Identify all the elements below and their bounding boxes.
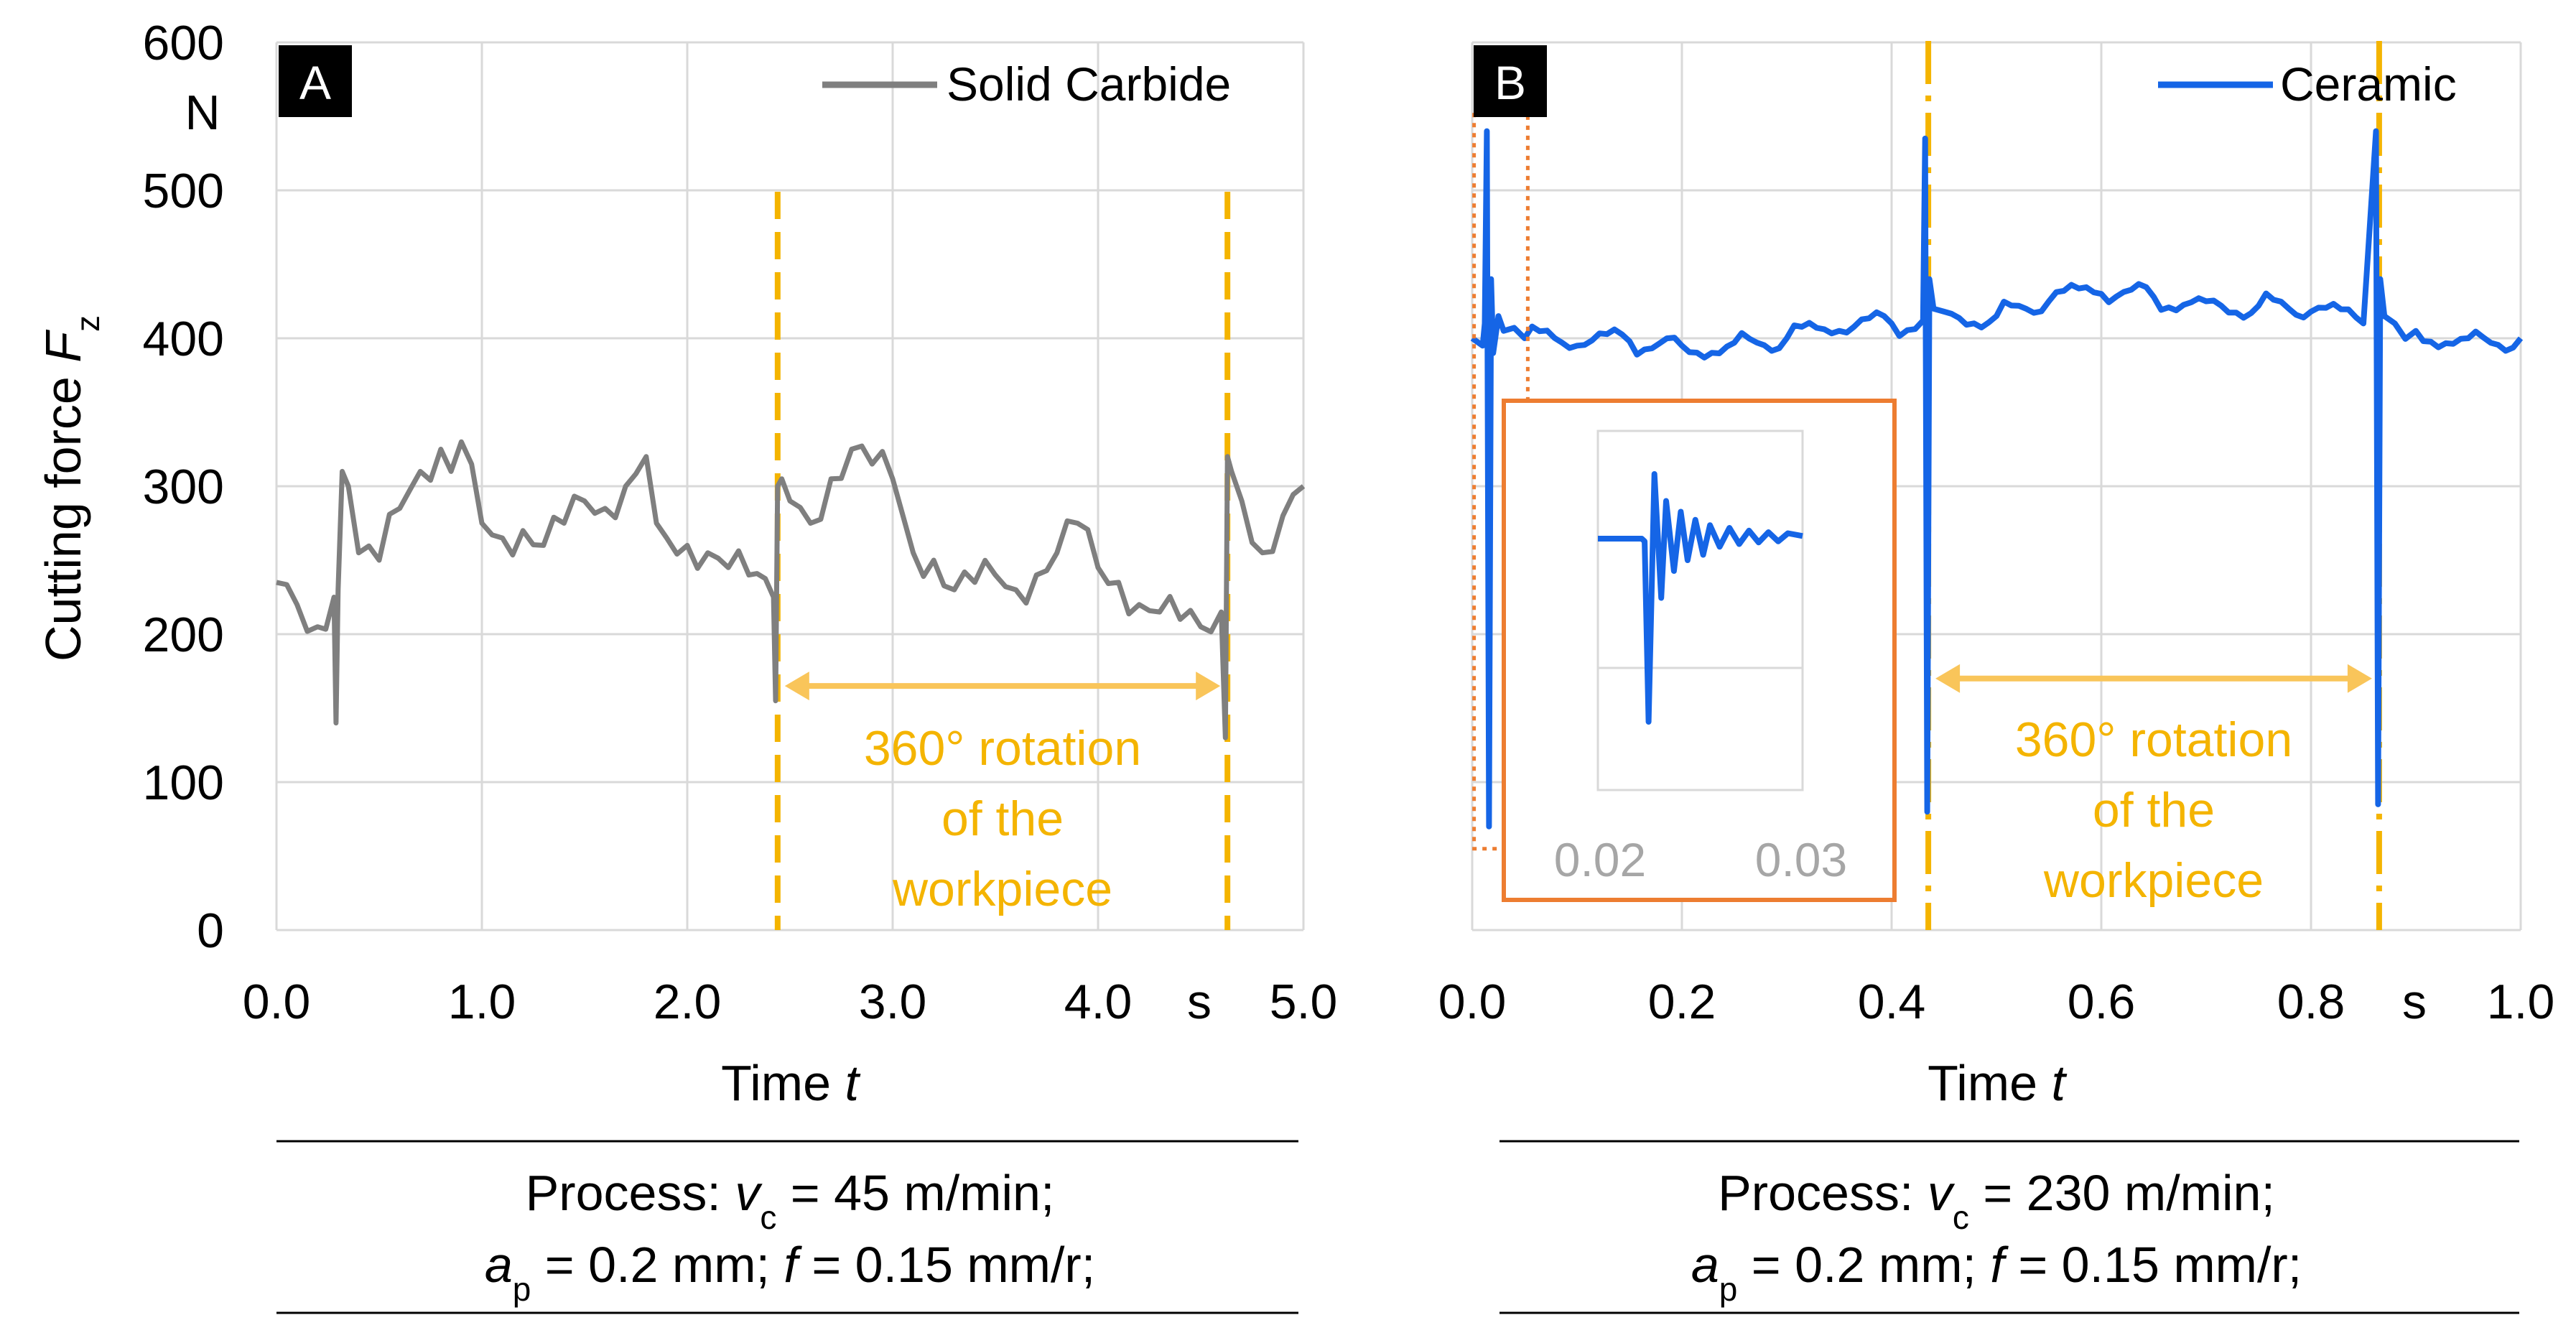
y-tick-label: 300	[143, 460, 224, 514]
text-layer: 0 100 200 300 400 500 600 0.0 1.0 2.0 3.0 4.0 5.0 s Ti…	[35, 16, 2555, 1314]
process-prefix: Process:	[526, 1165, 735, 1221]
series-layer	[276, 128, 2524, 830]
x-tick-label: 0.0	[243, 975, 311, 1029]
process-a-sub: p	[513, 1270, 531, 1308]
process-v-sub: c	[760, 1199, 776, 1236]
inset-x-tick-label: 0.03	[1755, 833, 1847, 886]
x-axis-title-symbol: t	[845, 1055, 860, 1111]
x-axis-title: Time t	[721, 1055, 860, 1111]
rotation-annotation-text: workpiece	[2043, 853, 2264, 908]
process-a-sub: p	[1719, 1270, 1738, 1308]
rotation-arrow-head-right	[1196, 672, 1221, 701]
process-line-1: Process: vc = 230 m/min;	[1718, 1165, 2275, 1236]
series-line-carbide	[276, 439, 1306, 740]
process-line-2: ap = 0.2 mm; f = 0.15 mm/r;	[1691, 1237, 2302, 1308]
inset-series-line	[1598, 471, 1803, 725]
rotation-annotation-text: workpiece	[892, 862, 1112, 916]
process-v-value: = 45 m/min;	[776, 1165, 1054, 1221]
process-v-value: = 230 m/min;	[1969, 1165, 2275, 1221]
x-tick-label: 0.6	[2068, 975, 2136, 1029]
rotation-arrow-head-left	[1935, 664, 1961, 693]
x-unit-label: s	[2402, 975, 2427, 1029]
legend-label: Ceramic	[2280, 57, 2457, 111]
y-tick-label: 600	[143, 16, 224, 70]
x-tick-label: 0.2	[1648, 975, 1716, 1029]
process-v-symbol: v	[735, 1165, 763, 1221]
y-axis-title-sub: z	[69, 315, 106, 332]
y-axis-title: Cutting force Fz	[35, 315, 106, 661]
x-tick-label: 0.0	[1438, 975, 1507, 1029]
process-v-symbol: v	[1928, 1165, 1956, 1221]
x-tick-label: 5.0	[1270, 975, 1338, 1029]
legend-label: Solid Carbide	[947, 57, 1231, 111]
rotation-arrow-head-right	[2347, 664, 2372, 693]
annotation-layer: 360° rotation of the workpiece 360° rotatio…	[784, 107, 2372, 916]
x-axis-title: Time t	[1928, 1055, 2067, 1111]
panel-tag-box	[1474, 45, 1547, 117]
x-tick-label: 1.0	[448, 975, 516, 1029]
process-f-value: = 0.15 mm/r;	[798, 1237, 1095, 1293]
y-unit-label: N	[185, 85, 220, 140]
y-tick-label: 200	[143, 608, 224, 662]
process-prefix: Process:	[1718, 1165, 1928, 1221]
x-tick-label: 0.4	[1858, 975, 1926, 1029]
series-line-ceramic	[1470, 128, 2524, 830]
process-f-value: = 0.15 mm/r;	[2004, 1237, 2302, 1293]
inset-frame	[1502, 399, 1897, 902]
x-axis-title-symbol: t	[2051, 1055, 2067, 1111]
y-tick-label: 400	[143, 312, 224, 366]
x-axis-title-text: Time	[721, 1055, 845, 1111]
process-a-value: = 0.2 mm;	[531, 1237, 784, 1293]
x-tick-label: 2.0	[654, 975, 722, 1029]
process-a-value: = 0.2 mm;	[1737, 1237, 1990, 1293]
rotation-arrow-head-left	[784, 672, 809, 701]
y-axis-title-symbol: F	[35, 329, 91, 363]
y-tick-label: 100	[143, 756, 224, 810]
x-axis-title-text: Time	[1928, 1055, 2051, 1111]
y-tick-label: 500	[143, 164, 224, 218]
y-axis-title-text: Cutting force	[35, 363, 91, 661]
panel-tag-label: A	[299, 56, 331, 109]
process-a-symbol: a	[485, 1237, 513, 1293]
rotation-annotation-text: 360° rotation	[864, 721, 1141, 776]
panel-tag-box	[279, 45, 352, 117]
x-unit-label: s	[1187, 975, 1212, 1029]
process-a-symbol: a	[1691, 1237, 1719, 1293]
rotation-annotation-text: of the	[941, 791, 1064, 846]
rotation-annotation-text: 360° rotation	[2015, 712, 2292, 767]
rotation-annotation-text: of the	[2093, 783, 2215, 837]
panel-tag-label: B	[1494, 56, 1526, 109]
process-v-sub: c	[1953, 1199, 1969, 1236]
process-line-1: Process: vc = 45 m/min;	[526, 1165, 1055, 1236]
x-tick-label: 0.8	[2277, 975, 2345, 1029]
inset-x-tick-label: 0.02	[1554, 833, 1646, 886]
x-tick-label: 1.0	[2487, 975, 2555, 1029]
inset-plot-frame	[1596, 429, 1804, 791]
x-tick-label: 3.0	[859, 975, 927, 1029]
x-tick-label: 4.0	[1064, 975, 1133, 1029]
process-line-2: ap = 0.2 mm; f = 0.15 mm/r;	[485, 1237, 1095, 1308]
y-tick-label: 0	[197, 903, 224, 958]
